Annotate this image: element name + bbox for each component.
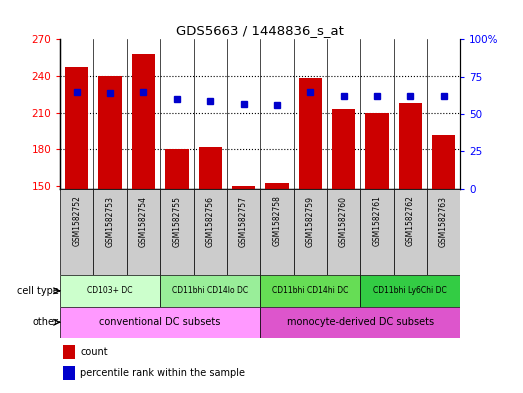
- Text: GSM1582752: GSM1582752: [72, 196, 81, 246]
- Text: GSM1582763: GSM1582763: [439, 196, 448, 246]
- Text: CD11bhi CD14lo DC: CD11bhi CD14lo DC: [172, 286, 248, 295]
- Bar: [360, 189, 393, 275]
- Text: CD11bhi Ly6Chi DC: CD11bhi Ly6Chi DC: [373, 286, 447, 295]
- Bar: [132, 54, 155, 189]
- Text: GSM1582760: GSM1582760: [339, 196, 348, 246]
- Bar: [360, 275, 460, 307]
- Text: GSM1582755: GSM1582755: [173, 196, 181, 246]
- Bar: [165, 149, 188, 189]
- Bar: [160, 275, 260, 307]
- Text: CD103+ DC: CD103+ DC: [87, 286, 133, 295]
- Text: GSM1582753: GSM1582753: [106, 196, 115, 246]
- Bar: [332, 109, 355, 189]
- Text: GSM1582756: GSM1582756: [206, 196, 214, 246]
- Text: GSM1582759: GSM1582759: [306, 196, 315, 246]
- Text: GSM1582762: GSM1582762: [406, 196, 415, 246]
- Title: GDS5663 / 1448836_s_at: GDS5663 / 1448836_s_at: [176, 24, 344, 37]
- Bar: [293, 189, 327, 275]
- Bar: [232, 186, 255, 189]
- Bar: [327, 189, 360, 275]
- Text: cell type: cell type: [17, 286, 59, 296]
- Bar: [265, 182, 289, 189]
- Text: percentile rank within the sample: percentile rank within the sample: [80, 368, 245, 378]
- Bar: [399, 103, 422, 189]
- Bar: [94, 189, 127, 275]
- Bar: [394, 189, 427, 275]
- Bar: [60, 307, 260, 338]
- Text: conventional DC subsets: conventional DC subsets: [99, 317, 221, 327]
- Bar: [427, 189, 460, 275]
- Bar: [432, 135, 455, 189]
- Text: GSM1582754: GSM1582754: [139, 196, 148, 246]
- Bar: [227, 189, 260, 275]
- Bar: [160, 189, 194, 275]
- Bar: [98, 76, 122, 189]
- Bar: [194, 189, 227, 275]
- Text: GSM1582757: GSM1582757: [239, 196, 248, 246]
- Bar: [299, 79, 322, 189]
- Text: GSM1582761: GSM1582761: [372, 196, 381, 246]
- Bar: [63, 366, 75, 380]
- Bar: [260, 189, 293, 275]
- Text: monocyte-derived DC subsets: monocyte-derived DC subsets: [287, 317, 434, 327]
- Text: other: other: [32, 317, 59, 327]
- Text: CD11bhi CD14hi DC: CD11bhi CD14hi DC: [272, 286, 348, 295]
- Bar: [63, 345, 75, 359]
- Bar: [60, 189, 94, 275]
- Bar: [260, 307, 460, 338]
- Bar: [260, 275, 360, 307]
- Text: count: count: [80, 347, 108, 357]
- Bar: [199, 147, 222, 189]
- Bar: [65, 68, 88, 189]
- Bar: [127, 189, 160, 275]
- Bar: [365, 113, 389, 189]
- Text: GSM1582758: GSM1582758: [272, 196, 281, 246]
- Bar: [60, 275, 160, 307]
